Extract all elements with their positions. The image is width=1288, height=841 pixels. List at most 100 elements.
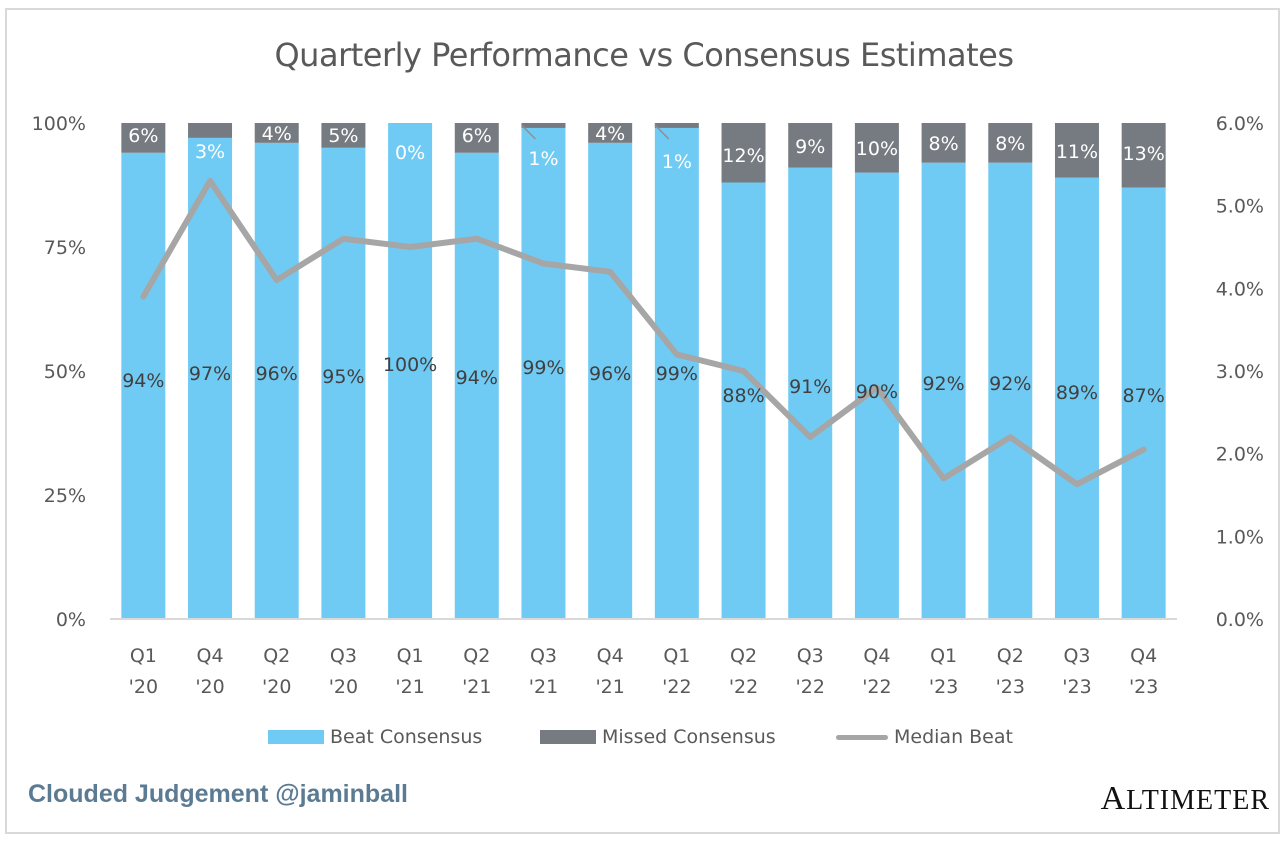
x-tick-label-quarter: Q3 [330, 645, 357, 667]
data-label-beat: 87% [1123, 385, 1165, 407]
bar-missed [921, 123, 966, 163]
legend-item-beat: Beat Consensus [268, 726, 482, 748]
x-tick-label-quarter: Q3 [1063, 645, 1090, 667]
data-label-beat: 90% [856, 381, 898, 403]
x-tick-label-quarter: Q4 [197, 645, 224, 667]
data-label-beat: 99% [522, 357, 564, 379]
x-tick-label-year: '20 [195, 676, 224, 698]
x-tick-label-quarter: Q1 [663, 645, 690, 667]
legend-swatch-beat [268, 730, 324, 744]
bar-missed [521, 123, 566, 128]
bar-beat [1121, 187, 1166, 620]
data-label-beat: 99% [656, 363, 698, 385]
data-label-missed: 0% [395, 142, 425, 164]
bar-beat [521, 127, 566, 620]
x-tick-label-quarter: Q1 [130, 645, 157, 667]
y-right-tick-label: 1.0% [1216, 526, 1264, 548]
bar-beat [588, 142, 633, 619]
bar-missed [988, 123, 1033, 163]
x-tick-label-quarter: Q2 [997, 645, 1024, 667]
legend-item-median: Median Beat [836, 726, 1013, 748]
x-tick-label-year: '23 [996, 676, 1025, 698]
data-label-missed: 1% [528, 148, 558, 170]
brand-rest: LTIMETER [1126, 785, 1270, 816]
bar-missed [588, 123, 633, 143]
y-right-tick-label: 6.0% [1216, 113, 1264, 135]
x-tick-label-quarter: Q1 [397, 645, 424, 667]
data-label-beat: 91% [789, 376, 831, 398]
data-label-beat: 97% [189, 363, 231, 385]
legend-label-missed: Missed Consensus [602, 726, 776, 748]
bars-layer [121, 123, 1166, 620]
x-tick-label-year: '20 [262, 676, 291, 698]
bar-missed [454, 123, 499, 153]
median-beat-line [140, 177, 1147, 488]
y-left-tick-label: 0% [56, 609, 86, 631]
data-label-missed: 6% [462, 125, 492, 147]
bar-beat [921, 162, 966, 619]
axes-layer: 0% 25% 50% 75% 100% 0.0% 1.0% 2.0% 3.0% 4.0% 5.0% 6… [32, 113, 1264, 698]
bar-missed [721, 123, 766, 183]
bar-missed [121, 123, 166, 153]
bar-beat [188, 137, 233, 619]
data-label-beat: 94% [122, 370, 164, 392]
x-tick-label-quarter: Q3 [530, 645, 557, 667]
x-tick-label-quarter: Q3 [797, 645, 824, 667]
leader-line [520, 124, 536, 140]
bar-missed [321, 123, 366, 148]
x-tick-label-quarter: Q4 [863, 645, 890, 667]
x-tick-label-year: '20 [329, 676, 358, 698]
data-label-beat: 92% [922, 373, 964, 395]
bar-beat [788, 167, 833, 619]
data-label-missed: 5% [328, 125, 358, 147]
leader-line [654, 124, 670, 140]
x-tick-label-year: '23 [1062, 676, 1091, 698]
y-left-tick-label: 75% [44, 237, 86, 259]
data-label-missed: 1% [662, 151, 692, 173]
line-layer [140, 177, 1147, 488]
x-tick-label-year: '21 [462, 676, 491, 698]
data-label-beat: 96% [256, 363, 298, 385]
data-label-missed: 8% [929, 133, 959, 155]
data-labels-layer: 94% 6% 97% 3% 96% 4% 95% 5% 100% 0% 94% 6% 99% 1% 96% 4… [122, 123, 1165, 407]
x-tick-label-year: '22 [862, 676, 891, 698]
bar-beat [121, 152, 166, 619]
chart-title: Quarterly Performance vs Consensus Estim… [274, 36, 1014, 74]
legend-label-beat: Beat Consensus [330, 726, 483, 748]
data-label-beat: 89% [1056, 382, 1098, 404]
x-tick-label-year: '21 [395, 676, 424, 698]
bar-beat [1054, 177, 1099, 619]
data-label-missed: 9% [795, 136, 825, 158]
data-label-missed: 4% [595, 123, 625, 145]
x-tick-label-quarter: Q1 [930, 645, 957, 667]
legend-item-missed: Missed Consensus [540, 726, 776, 748]
bar-beat [654, 127, 699, 620]
x-tick-label-year: '21 [529, 676, 558, 698]
legend-swatch-median [836, 734, 888, 740]
y-left-tick-label: 100% [32, 113, 86, 135]
x-tick-label-quarter: Q2 [263, 645, 290, 667]
legend: Beat Consensus Missed Consensus Median B… [0, 726, 1288, 750]
data-label-missed: 12% [722, 145, 764, 167]
bar-beat [254, 142, 299, 619]
data-label-missed: 8% [995, 133, 1025, 155]
data-label-missed: 13% [1123, 143, 1165, 165]
y-right-tick-label: 0.0% [1216, 609, 1264, 631]
data-label-beat: 95% [322, 366, 364, 388]
y-right-tick-label: 2.0% [1216, 444, 1264, 466]
data-label-missed: 10% [856, 138, 898, 160]
y-right-tick-label: 3.0% [1216, 361, 1264, 383]
y-left-tick-label: 25% [44, 485, 86, 507]
x-tick-label-year: '23 [929, 676, 958, 698]
x-tick-label-quarter: Q4 [1130, 645, 1157, 667]
brand-initial: A [1100, 780, 1127, 817]
credit-text: Clouded Judgement @jaminball [28, 780, 408, 808]
data-label-missed: 11% [1056, 141, 1098, 163]
bar-missed [654, 123, 699, 128]
bar-beat [721, 182, 766, 619]
data-label-beat: 100% [383, 354, 437, 376]
data-label-beat: 96% [589, 363, 631, 385]
x-tick-label-quarter: Q2 [730, 645, 757, 667]
bar-missed [254, 123, 299, 143]
x-tick-label-year: '20 [129, 676, 158, 698]
